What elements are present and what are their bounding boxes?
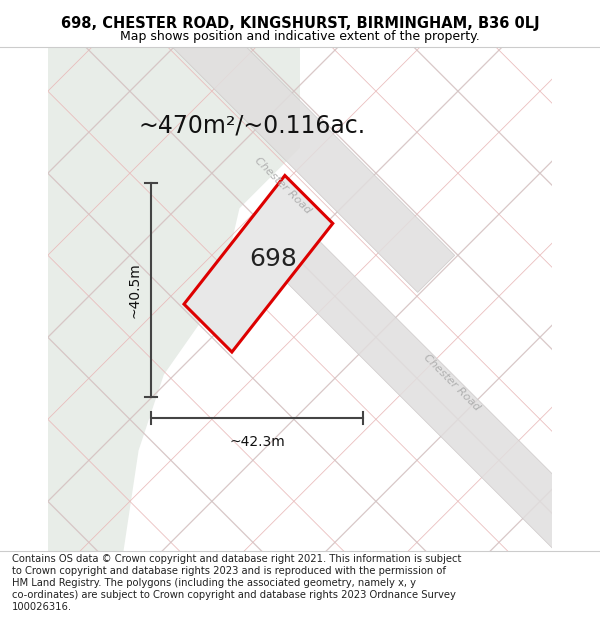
Polygon shape (166, 3, 455, 292)
Text: Chester Road: Chester Road (252, 156, 313, 216)
Text: ~470m²/~0.116ac.: ~470m²/~0.116ac. (139, 113, 366, 137)
Text: Contains OS data © Crown copyright and database right 2021. This information is : Contains OS data © Crown copyright and d… (12, 554, 461, 564)
Text: to Crown copyright and database rights 2023 and is reproduced with the permissio: to Crown copyright and database rights 2… (12, 566, 446, 576)
Text: 698: 698 (250, 247, 298, 271)
Polygon shape (184, 176, 333, 352)
Polygon shape (281, 240, 596, 554)
Text: ~42.3m: ~42.3m (229, 435, 285, 449)
Text: HM Land Registry. The polygons (including the associated geometry, namely x, y: HM Land Registry. The polygons (includin… (12, 578, 416, 588)
Text: co-ordinates) are subject to Crown copyright and database rights 2023 Ordnance S: co-ordinates) are subject to Crown copyr… (12, 590, 456, 600)
Text: ~40.5m: ~40.5m (127, 262, 141, 318)
Text: 100026316.: 100026316. (12, 602, 72, 612)
Text: Map shows position and indicative extent of the property.: Map shows position and indicative extent… (120, 30, 480, 43)
Text: Chester Road: Chester Road (421, 352, 481, 412)
Polygon shape (48, 47, 300, 551)
Text: 698, CHESTER ROAD, KINGSHURST, BIRMINGHAM, B36 0LJ: 698, CHESTER ROAD, KINGSHURST, BIRMINGHA… (61, 16, 539, 31)
